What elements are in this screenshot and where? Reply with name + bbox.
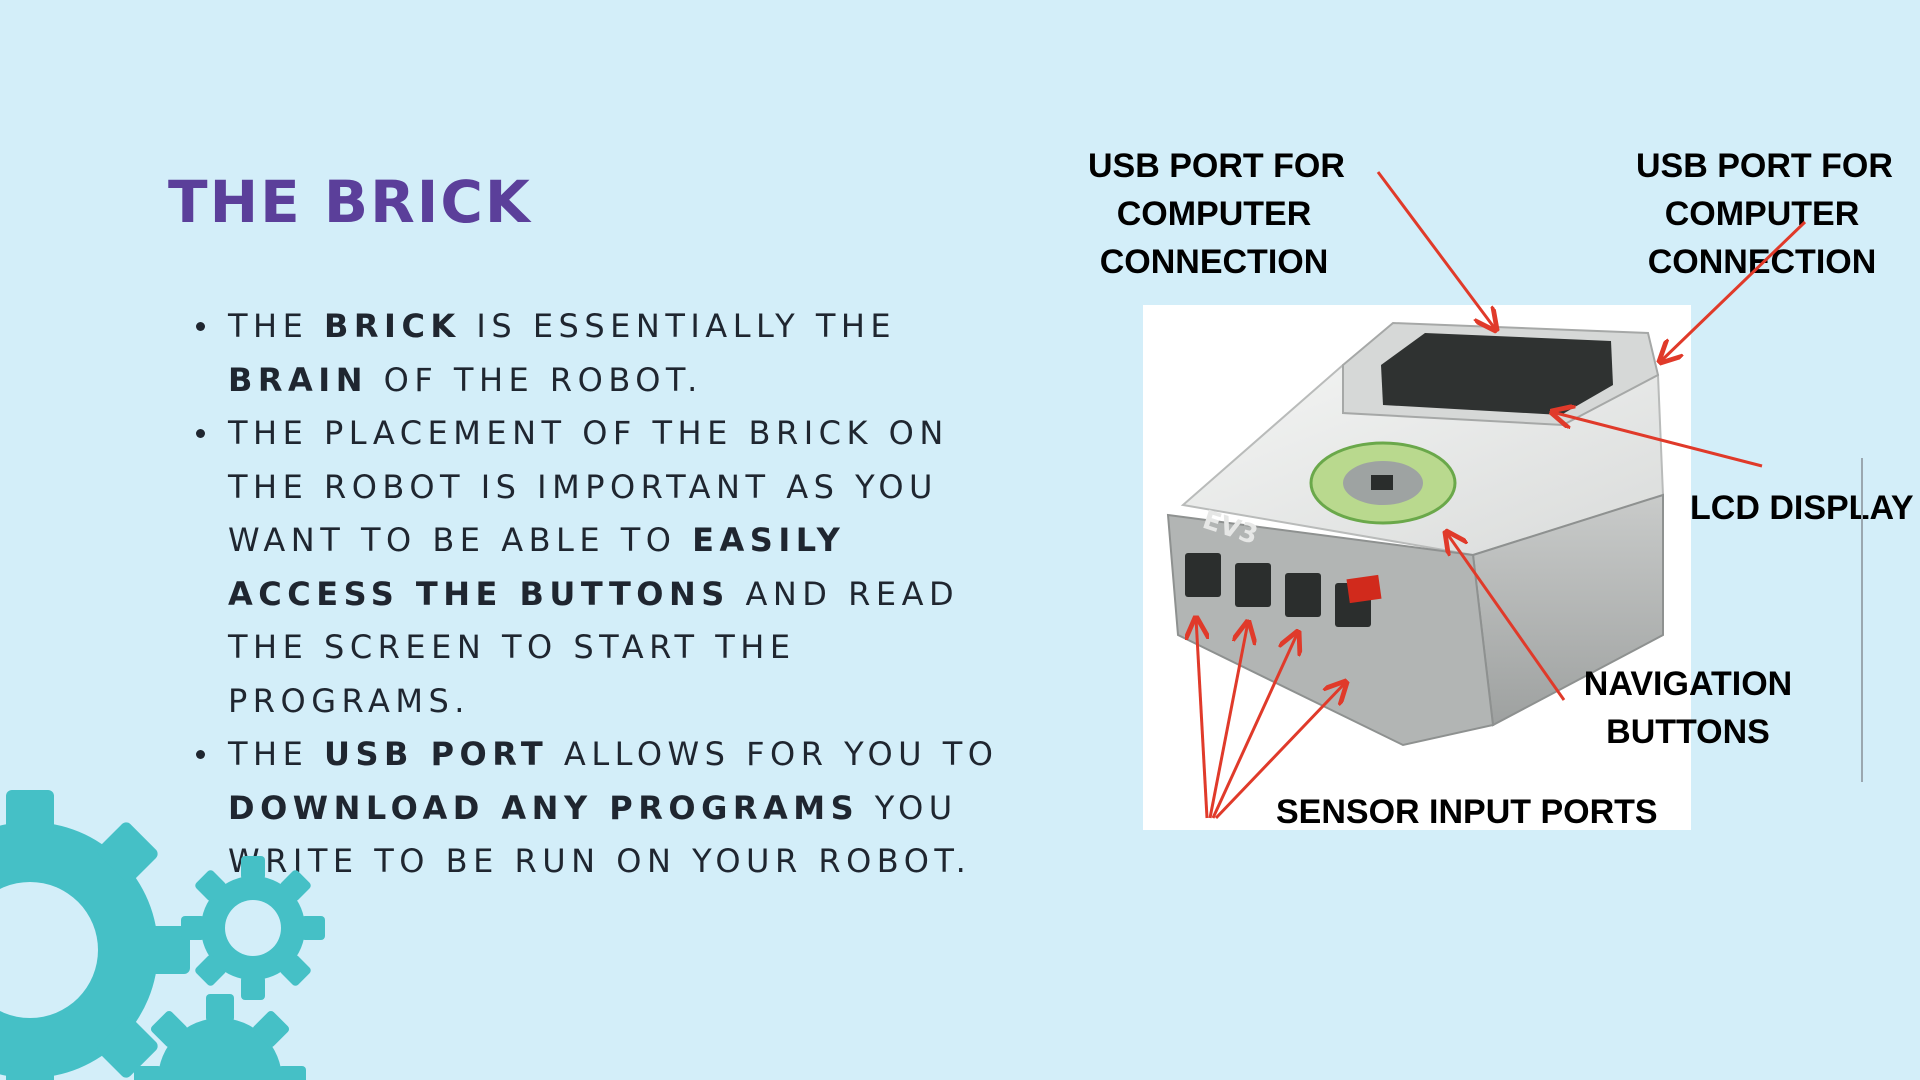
divider-line [1861,458,1863,782]
bullet-text: ALLOWS FOR YOU TO [548,735,999,773]
bullet-bold-text: DOWNLOAD ANY PROGRAMS [228,788,860,827]
bullet-text: AND READ THE SCREEN TO START THE PROGRAM… [228,574,960,720]
bullet-text: YOU WRITE TO BE RUN ON YOUR ROBOT. [228,788,972,881]
bullet-bold-text: BRAIN [228,360,368,399]
bullet-text: THE [228,735,324,773]
bullet-text: OF THE ROBOT. [367,360,703,399]
bullet-list: THE BRICK IS ESSENTIALLY THE BRAIN OF TH… [196,300,1026,889]
ev3-brick-image: EV3 [1143,305,1691,830]
bullet-item: THE PLACEMENT OF THE BRICK ON THE ROBOT … [196,407,1026,728]
navigation-buttons-label: NAVIGATION BUTTONS [1583,665,1793,751]
bullet-text: THE [228,307,324,345]
bullet-bold-text: USB PORT [324,735,549,773]
bullet-bold-text: EASILY ACCESS THE BUTTONS [228,521,846,613]
usb-port-label-right: USB PORT FOR COMPUTER CONNECTION [1636,147,1893,281]
bullet-item: THE BRICK IS ESSENTIALLY THE BRAIN OF TH… [196,300,1026,407]
bullet-item: THE USB PORT ALLOWS FOR YOU TO DOWNLOAD … [196,728,1026,889]
lcd-display-label: LCD DISPLAY [1690,489,1914,527]
sensor-input-ports-label: SENSOR INPUT PORTS [1276,793,1658,831]
bullet-text: THE PLACEMENT OF THE BRICK ON THE ROBOT … [228,414,949,559]
gears-decoration-icon [0,790,325,1080]
bullet-text: IS ESSENTIALLY THE [460,307,897,345]
bullet-bold-text: BRICK [324,307,461,345]
slide-title: THE BRICK [168,168,532,236]
usb-port-label-left: USB PORT FOR COMPUTER CONNECTION [1088,147,1345,281]
